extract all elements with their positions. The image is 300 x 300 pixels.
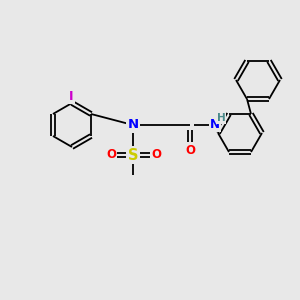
Text: O: O (185, 143, 195, 157)
Text: N: N (210, 118, 220, 130)
Text: O: O (151, 148, 161, 161)
Text: S: S (128, 148, 138, 163)
Text: I: I (69, 89, 73, 103)
Text: N: N (128, 118, 139, 131)
Text: H: H (217, 113, 225, 123)
Text: O: O (106, 148, 116, 161)
